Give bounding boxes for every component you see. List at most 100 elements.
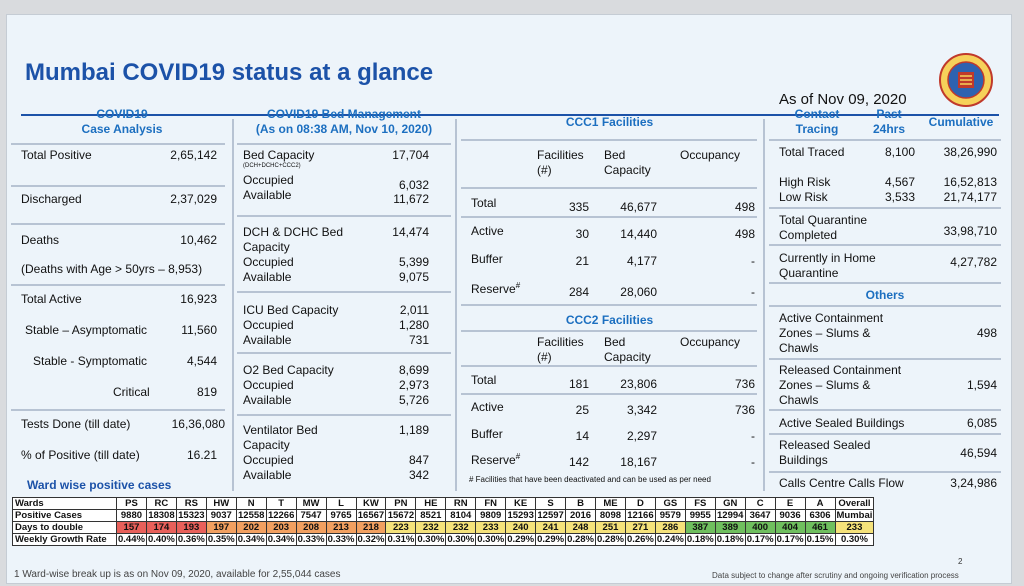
ward-name-cell: RN — [445, 497, 477, 510]
overall-mumbai-cell: Mumbai — [834, 509, 875, 522]
case-label: Stable - Symptomatic — [33, 354, 148, 368]
ward-name-cell: E — [774, 497, 806, 510]
others-value: 6,085 — [966, 416, 997, 430]
contact-label: Low Risk — [779, 190, 828, 204]
ward-name-cell: GN — [714, 497, 746, 510]
reserve-footnote-mark: # — [515, 452, 521, 461]
available-value: 5,726 — [398, 393, 429, 407]
positive-cases-cell: 9880 — [116, 509, 147, 522]
available-value: 9,075 — [398, 270, 429, 284]
ccc1-occ: - — [751, 285, 755, 299]
contact-cum: 16,52,813 — [943, 175, 997, 189]
ccc1-row-label: Active — [471, 224, 504, 238]
title-underline — [21, 114, 999, 116]
overall-mumbai-cell: 0.30% — [834, 533, 875, 546]
positive-cases-cell: 16567 — [355, 509, 387, 522]
positive-cases-cell: 7547 — [295, 509, 327, 522]
weekly-growth-cell: 0.18% — [684, 533, 716, 546]
contact-label: Total Traced — [779, 145, 845, 159]
days-to-double-cell: 232 — [445, 521, 477, 534]
weekly-growth-cell: 0.18% — [714, 533, 746, 546]
occupied-value: 1,280 — [398, 318, 429, 332]
ccc2-bed: 23,806 — [620, 377, 657, 391]
ward-name-cell: PN — [385, 497, 417, 510]
ccc2-occ: 736 — [734, 403, 755, 417]
positive-cases-cell: 8521 — [415, 509, 447, 522]
days-to-double-cell: 202 — [235, 521, 267, 534]
positive-cases-cell: 9765 — [325, 509, 357, 522]
occupied-label: Occupied — [243, 378, 294, 392]
contact-past: 3,533 — [884, 190, 915, 204]
case-value: 2,37,029 — [170, 192, 217, 206]
report-page: Mumbai COVID19 status at a glance As of … — [6, 14, 1012, 584]
overall-mumbai-cell: 233 — [834, 521, 875, 534]
o2-label: O2 Bed Capacity — [243, 363, 334, 377]
ward-name-cell: MW — [295, 497, 327, 510]
ccc1-occ: - — [751, 254, 755, 268]
ward-name-cell: PS — [116, 497, 147, 510]
days-to-double-cell: 193 — [175, 521, 207, 534]
days-to-double-cell: 233 — [475, 521, 507, 534]
occupied-label: Occupied — [243, 255, 294, 269]
dch-value: 14,474 — [392, 225, 429, 239]
facilities-note: # Facilities that have been deactivated … — [469, 475, 711, 484]
available-label: Available — [243, 333, 292, 347]
contact-cum: 33,98,710 — [943, 224, 997, 238]
ward-name-cell: HE — [415, 497, 447, 510]
ward-name-cell: C — [744, 497, 776, 510]
ccc2-row-label: Active — [471, 400, 504, 414]
weekly-growth-cell: 0.29% — [505, 533, 537, 546]
weekly-growth-cell: 0.33% — [325, 533, 357, 546]
case-value: 10,462 — [180, 233, 217, 247]
ccc2-bed: 3,342 — [626, 403, 657, 417]
available-label: Available — [243, 393, 292, 407]
weekly-growth-cell: 0.30% — [475, 533, 507, 546]
contact-cum: 21,74,177 — [943, 190, 997, 204]
past-24hrs-heading: Past 24hrs — [872, 107, 906, 136]
ward-name-cell: FN — [475, 497, 507, 510]
ccc1-bed: 14,440 — [620, 227, 657, 241]
ward-name-cell: L — [325, 497, 357, 510]
ccc1-fac: 21 — [575, 254, 589, 268]
ccc2-fac: 25 — [575, 403, 589, 417]
positive-cases-cell: 8104 — [445, 509, 477, 522]
ward-name-cell: S — [535, 497, 567, 510]
positive-cases-cell: 9955 — [684, 509, 716, 522]
days-to-double-cell: 461 — [804, 521, 836, 534]
ccc2-occ: - — [751, 455, 755, 469]
days-to-double-cell: 157 — [116, 521, 147, 534]
cumulative-heading: Cumulative — [928, 115, 994, 129]
others-label: Active Sealed Buildings — [779, 416, 905, 430]
case-label: Critical — [113, 385, 150, 399]
ccc1-row-label: Reserve — [471, 282, 516, 296]
dch-label: DCH & DCHC Bed Capacity — [243, 225, 344, 254]
days-to-double-cell: 218 — [355, 521, 387, 534]
days-to-double-cell: 271 — [624, 521, 656, 534]
ccc1-col-bed: Bed Capacity — [604, 148, 651, 177]
page-number: 2 — [958, 557, 963, 566]
case-label: Stable – Asymptomatic — [25, 323, 148, 337]
ccc1-col-facilities: Facilities (#) — [537, 148, 584, 177]
available-label: Available — [243, 188, 292, 202]
case-value: 16.21 — [186, 448, 217, 462]
ward-table: Wards PS RC RS HW N T MW L KW PN HE RN FN KE S B ME D GS FS G… — [12, 497, 875, 546]
ccc2-bed: 2,297 — [626, 429, 657, 443]
contact-cum: 4,27,782 — [950, 255, 997, 269]
others-value: 1,594 — [966, 378, 997, 392]
available-value: 731 — [408, 333, 429, 347]
ccc2-heading: CCC2 Facilities — [565, 313, 654, 327]
positive-cases-cell: 12266 — [265, 509, 297, 522]
ward-name-cell: RC — [145, 497, 177, 510]
ccc1-fac: 335 — [568, 200, 589, 214]
ward-name-cell: B — [565, 497, 596, 510]
ward-row-label: Positive Cases — [12, 509, 117, 522]
ward-row-label: Weekly Growth Rate — [12, 533, 117, 546]
days-to-double-cell: 223 — [385, 521, 417, 534]
days-to-double-cell: 197 — [205, 521, 237, 534]
ccc1-bed: 4,177 — [626, 254, 657, 268]
o2-value: 8,699 — [398, 363, 429, 377]
available-label: Available — [243, 468, 292, 482]
days-to-double-cell: 389 — [714, 521, 746, 534]
positive-cases-cell: 15323 — [175, 509, 207, 522]
occupied-value: 2,973 — [398, 378, 429, 392]
